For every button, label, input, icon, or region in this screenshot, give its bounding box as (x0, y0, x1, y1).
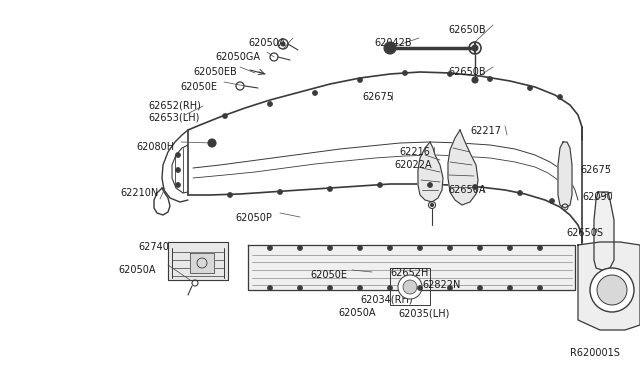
Text: 62050A: 62050A (248, 38, 285, 48)
Circle shape (387, 246, 392, 250)
Circle shape (175, 153, 180, 157)
Circle shape (208, 139, 216, 147)
Circle shape (597, 275, 627, 305)
Circle shape (538, 246, 543, 250)
Circle shape (398, 275, 422, 299)
Text: 62740: 62740 (138, 242, 169, 252)
Circle shape (403, 71, 408, 76)
Polygon shape (248, 245, 575, 290)
Circle shape (472, 45, 478, 51)
Polygon shape (168, 242, 228, 280)
Circle shape (557, 94, 563, 99)
Circle shape (268, 285, 273, 291)
Text: 62050A: 62050A (118, 265, 156, 275)
Polygon shape (448, 130, 478, 205)
Text: 62210N: 62210N (120, 188, 158, 198)
Circle shape (518, 190, 522, 196)
Circle shape (358, 246, 362, 250)
Circle shape (527, 86, 532, 90)
Circle shape (472, 77, 478, 83)
Circle shape (298, 246, 303, 250)
Circle shape (281, 42, 285, 46)
Polygon shape (578, 242, 640, 330)
Circle shape (417, 246, 422, 250)
Circle shape (431, 203, 433, 206)
Circle shape (477, 285, 483, 291)
Text: 62050P: 62050P (235, 213, 272, 223)
Circle shape (278, 189, 282, 195)
Circle shape (227, 192, 232, 198)
Circle shape (328, 246, 333, 250)
Circle shape (175, 167, 180, 173)
Circle shape (298, 285, 303, 291)
Circle shape (328, 285, 333, 291)
Circle shape (268, 102, 273, 106)
Text: 62050A: 62050A (338, 308, 376, 318)
Circle shape (358, 77, 362, 83)
Circle shape (447, 246, 452, 250)
Circle shape (268, 246, 273, 250)
Text: 62650A: 62650A (448, 185, 486, 195)
Circle shape (590, 268, 634, 312)
Circle shape (447, 285, 452, 291)
Text: 62650B: 62650B (448, 25, 486, 35)
Text: 62652(RH): 62652(RH) (148, 101, 201, 111)
Circle shape (175, 183, 180, 187)
Text: 62050E: 62050E (310, 270, 347, 280)
Text: 62022A: 62022A (394, 160, 431, 170)
Circle shape (312, 90, 317, 96)
Text: 62822N: 62822N (422, 280, 460, 290)
Polygon shape (558, 142, 572, 208)
Text: 62217: 62217 (470, 126, 501, 136)
Text: 62035(LH): 62035(LH) (398, 308, 449, 318)
Circle shape (358, 285, 362, 291)
Text: 62650S: 62650S (566, 228, 603, 238)
Text: R620001S: R620001S (570, 348, 620, 358)
Circle shape (328, 186, 333, 192)
Text: 62050E: 62050E (180, 82, 217, 92)
Text: 62080H: 62080H (136, 142, 174, 152)
Text: 62090: 62090 (582, 192, 612, 202)
Circle shape (550, 199, 554, 203)
Text: 62675: 62675 (580, 165, 611, 175)
Circle shape (508, 246, 513, 250)
Text: 62675: 62675 (362, 92, 393, 102)
Circle shape (403, 280, 417, 294)
Circle shape (447, 71, 452, 77)
Polygon shape (418, 142, 443, 202)
Text: 62050EB: 62050EB (193, 67, 237, 77)
Text: 62652H: 62652H (390, 268, 428, 278)
Circle shape (223, 113, 227, 119)
Polygon shape (594, 192, 614, 270)
Circle shape (538, 285, 543, 291)
Circle shape (378, 183, 383, 187)
Circle shape (488, 77, 493, 81)
Circle shape (417, 285, 422, 291)
Circle shape (477, 246, 483, 250)
Text: 62034(RH): 62034(RH) (360, 295, 413, 305)
Circle shape (472, 185, 477, 189)
Text: 62216: 62216 (399, 147, 430, 157)
Text: 62050GA: 62050GA (215, 52, 260, 62)
Circle shape (508, 285, 513, 291)
Text: 62042B: 62042B (374, 38, 412, 48)
Polygon shape (190, 253, 214, 273)
Text: 62650B: 62650B (448, 67, 486, 77)
Circle shape (428, 183, 433, 187)
Text: 62653(LH): 62653(LH) (148, 112, 200, 122)
Circle shape (387, 285, 392, 291)
Circle shape (384, 42, 396, 54)
